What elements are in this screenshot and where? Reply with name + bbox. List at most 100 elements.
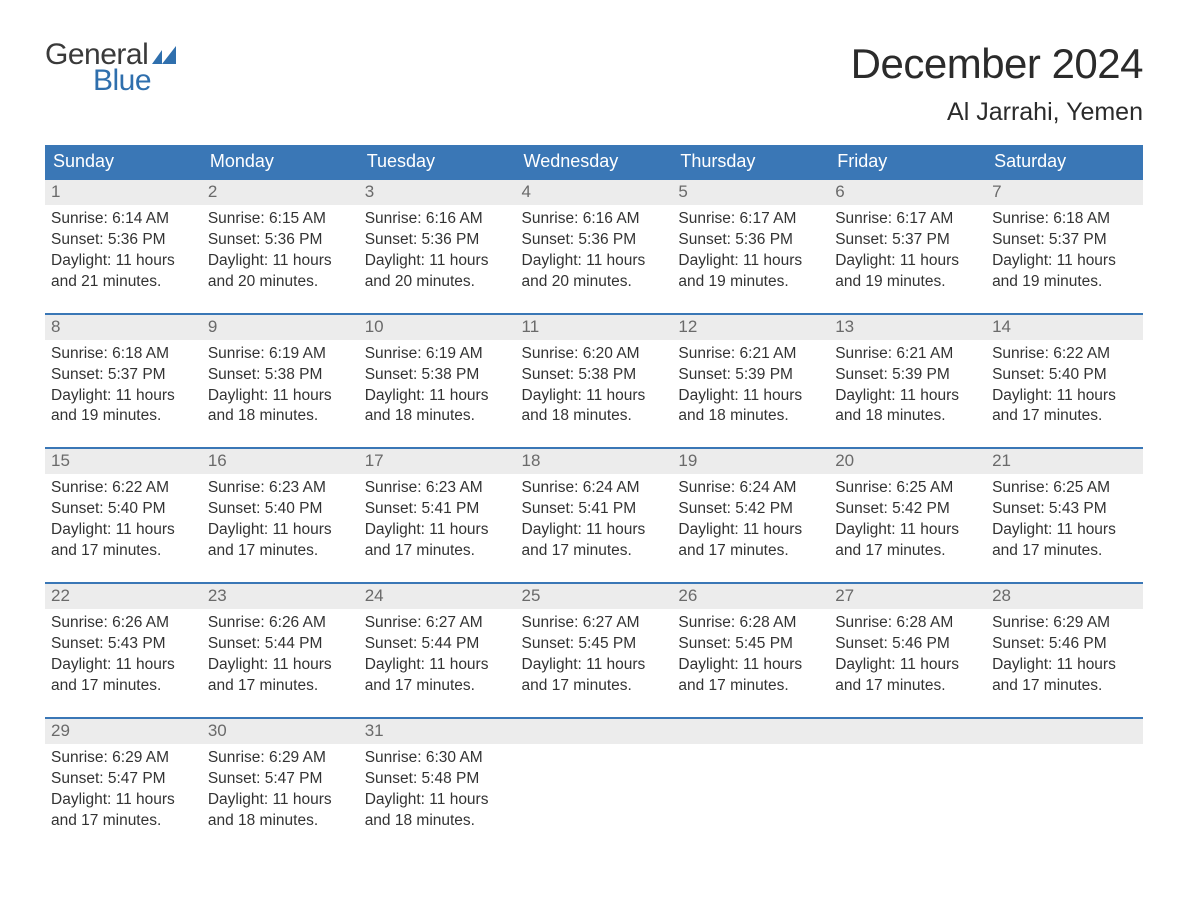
day-details: Sunrise: 6:22 AMSunset: 5:40 PMDaylight:…	[986, 340, 1143, 448]
sunrise-text: Sunrise: 6:21 AM	[835, 344, 980, 365]
daylight-text: and 20 minutes.	[365, 272, 510, 293]
sunset-text: Sunset: 5:46 PM	[835, 634, 980, 655]
sunrise-text: Sunrise: 6:19 AM	[208, 344, 353, 365]
daylight-text: Daylight: 11 hours	[51, 655, 196, 676]
sunset-text: Sunset: 5:40 PM	[992, 365, 1137, 386]
sunrise-text: Sunrise: 6:27 AM	[365, 613, 510, 634]
day-details: Sunrise: 6:19 AMSunset: 5:38 PMDaylight:…	[359, 340, 516, 448]
day-cell: 21Sunrise: 6:25 AMSunset: 5:43 PMDayligh…	[986, 448, 1143, 583]
day-details: Sunrise: 6:27 AMSunset: 5:44 PMDaylight:…	[359, 609, 516, 717]
logo-flag-icon	[152, 46, 180, 64]
day-cell: 12Sunrise: 6:21 AMSunset: 5:39 PMDayligh…	[672, 314, 829, 449]
day-cell: 27Sunrise: 6:28 AMSunset: 5:46 PMDayligh…	[829, 583, 986, 718]
day-cell: 28Sunrise: 6:29 AMSunset: 5:46 PMDayligh…	[986, 583, 1143, 718]
daylight-text: and 17 minutes.	[835, 676, 980, 697]
day-number: 24	[359, 584, 516, 609]
sunset-text: Sunset: 5:36 PM	[208, 230, 353, 251]
daylight-text: and 17 minutes.	[835, 541, 980, 562]
day-details: Sunrise: 6:18 AMSunset: 5:37 PMDaylight:…	[986, 205, 1143, 313]
day-details: Sunrise: 6:29 AMSunset: 5:47 PMDaylight:…	[202, 744, 359, 852]
daylight-text: and 17 minutes.	[51, 811, 196, 832]
sunset-text: Sunset: 5:36 PM	[678, 230, 823, 251]
daylight-text: Daylight: 11 hours	[522, 251, 667, 272]
daylight-text: Daylight: 11 hours	[992, 520, 1137, 541]
day-cell: 20Sunrise: 6:25 AMSunset: 5:42 PMDayligh…	[829, 448, 986, 583]
day-details: Sunrise: 6:25 AMSunset: 5:42 PMDaylight:…	[829, 474, 986, 582]
day-header: Monday	[202, 145, 359, 179]
daylight-text: and 17 minutes.	[992, 541, 1137, 562]
daylight-text: and 17 minutes.	[678, 541, 823, 562]
day-number: 28	[986, 584, 1143, 609]
daylight-text: Daylight: 11 hours	[992, 386, 1137, 407]
daylight-text: Daylight: 11 hours	[51, 386, 196, 407]
sunset-text: Sunset: 5:45 PM	[522, 634, 667, 655]
daylight-text: and 19 minutes.	[51, 406, 196, 427]
day-cell	[516, 718, 673, 852]
day-details: Sunrise: 6:26 AMSunset: 5:43 PMDaylight:…	[45, 609, 202, 717]
week-row: 15Sunrise: 6:22 AMSunset: 5:40 PMDayligh…	[45, 448, 1143, 583]
day-cell: 9Sunrise: 6:19 AMSunset: 5:38 PMDaylight…	[202, 314, 359, 449]
sunrise-text: Sunrise: 6:25 AM	[992, 478, 1137, 499]
sunrise-text: Sunrise: 6:16 AM	[522, 209, 667, 230]
day-cell: 29Sunrise: 6:29 AMSunset: 5:47 PMDayligh…	[45, 718, 202, 852]
sunset-text: Sunset: 5:38 PM	[522, 365, 667, 386]
sunrise-text: Sunrise: 6:22 AM	[51, 478, 196, 499]
daylight-text: Daylight: 11 hours	[208, 251, 353, 272]
sunrise-text: Sunrise: 6:21 AM	[678, 344, 823, 365]
sunrise-text: Sunrise: 6:28 AM	[835, 613, 980, 634]
day-number: 17	[359, 449, 516, 474]
daylight-text: Daylight: 11 hours	[678, 386, 823, 407]
daylight-text: and 19 minutes.	[678, 272, 823, 293]
day-number: 6	[829, 180, 986, 205]
day-cell: 19Sunrise: 6:24 AMSunset: 5:42 PMDayligh…	[672, 448, 829, 583]
sunrise-text: Sunrise: 6:23 AM	[208, 478, 353, 499]
daylight-text: and 17 minutes.	[365, 676, 510, 697]
sunrise-text: Sunrise: 6:26 AM	[51, 613, 196, 634]
day-number: 3	[359, 180, 516, 205]
day-details: Sunrise: 6:29 AMSunset: 5:46 PMDaylight:…	[986, 609, 1143, 717]
sunrise-text: Sunrise: 6:22 AM	[992, 344, 1137, 365]
day-number	[986, 719, 1143, 744]
daylight-text: and 17 minutes.	[208, 676, 353, 697]
day-number	[829, 719, 986, 744]
sunset-text: Sunset: 5:44 PM	[365, 634, 510, 655]
sunrise-text: Sunrise: 6:24 AM	[678, 478, 823, 499]
daylight-text: and 17 minutes.	[522, 541, 667, 562]
day-details: Sunrise: 6:20 AMSunset: 5:38 PMDaylight:…	[516, 340, 673, 448]
day-number: 31	[359, 719, 516, 744]
sunrise-text: Sunrise: 6:28 AM	[678, 613, 823, 634]
day-details: Sunrise: 6:23 AMSunset: 5:41 PMDaylight:…	[359, 474, 516, 582]
sunrise-text: Sunrise: 6:26 AM	[208, 613, 353, 634]
day-header: Saturday	[986, 145, 1143, 179]
month-title: December 2024	[851, 40, 1143, 88]
sunrise-text: Sunrise: 6:18 AM	[992, 209, 1137, 230]
daylight-text: and 18 minutes.	[835, 406, 980, 427]
daylight-text: Daylight: 11 hours	[208, 790, 353, 811]
day-number: 21	[986, 449, 1143, 474]
day-cell	[986, 718, 1143, 852]
week-row: 1Sunrise: 6:14 AMSunset: 5:36 PMDaylight…	[45, 179, 1143, 314]
daylight-text: and 18 minutes.	[208, 811, 353, 832]
day-details: Sunrise: 6:16 AMSunset: 5:36 PMDaylight:…	[516, 205, 673, 313]
daylight-text: Daylight: 11 hours	[51, 251, 196, 272]
day-number: 20	[829, 449, 986, 474]
day-number: 8	[45, 315, 202, 340]
day-cell: 18Sunrise: 6:24 AMSunset: 5:41 PMDayligh…	[516, 448, 673, 583]
sunset-text: Sunset: 5:37 PM	[835, 230, 980, 251]
daylight-text: and 20 minutes.	[208, 272, 353, 293]
daylight-text: and 17 minutes.	[992, 676, 1137, 697]
day-details: Sunrise: 6:24 AMSunset: 5:42 PMDaylight:…	[672, 474, 829, 582]
daylight-text: and 17 minutes.	[51, 676, 196, 697]
sunrise-text: Sunrise: 6:29 AM	[208, 748, 353, 769]
day-header-row: Sunday Monday Tuesday Wednesday Thursday…	[45, 145, 1143, 179]
day-number: 5	[672, 180, 829, 205]
title-block: December 2024 Al Jarrahi, Yemen	[851, 40, 1143, 127]
day-number: 22	[45, 584, 202, 609]
day-cell: 3Sunrise: 6:16 AMSunset: 5:36 PMDaylight…	[359, 179, 516, 314]
daylight-text: Daylight: 11 hours	[51, 520, 196, 541]
daylight-text: Daylight: 11 hours	[365, 386, 510, 407]
day-number: 1	[45, 180, 202, 205]
daylight-text: Daylight: 11 hours	[51, 790, 196, 811]
week-row: 22Sunrise: 6:26 AMSunset: 5:43 PMDayligh…	[45, 583, 1143, 718]
sunset-text: Sunset: 5:41 PM	[522, 499, 667, 520]
